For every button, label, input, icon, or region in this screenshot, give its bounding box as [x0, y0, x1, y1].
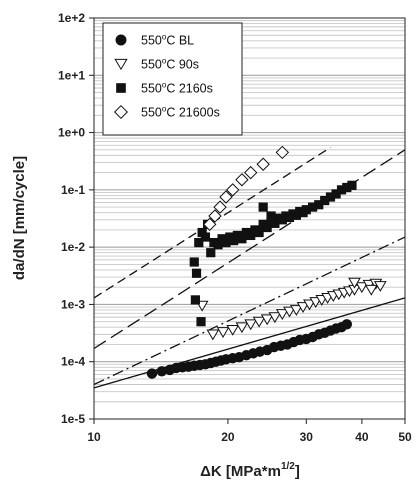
data-point	[336, 185, 347, 195]
data-point	[270, 218, 280, 228]
data-point	[266, 211, 276, 221]
fit-line	[93, 297, 406, 389]
data-point	[283, 306, 296, 318]
data-point	[268, 312, 282, 324]
x-tick-label: 10	[87, 430, 101, 444]
data-point	[296, 302, 310, 313]
legend-label: 550oC 2160s	[141, 81, 213, 96]
data-point	[203, 217, 217, 232]
data-point	[213, 200, 227, 214]
data-point	[373, 281, 387, 292]
data-point	[320, 195, 330, 206]
plot-frame	[93, 17, 406, 420]
data-point	[314, 200, 324, 210]
data-point	[301, 205, 311, 215]
data-point	[226, 324, 240, 336]
legend-marker	[116, 83, 126, 93]
data-point	[290, 305, 303, 316]
y-tick-label: 1e-3	[61, 297, 85, 311]
data-point	[364, 284, 378, 296]
y-tick-label: 1e+1	[58, 68, 85, 82]
data-point	[308, 202, 318, 212]
data-point	[189, 257, 199, 267]
y-tick-label: 1e-2	[61, 240, 85, 254]
y-tick-label: 1e+0	[58, 126, 85, 140]
data-point	[341, 319, 353, 330]
fit-line	[93, 236, 406, 386]
legend: 550oC BL 550oC 90s 550oC 2160s 550oC 21600s	[102, 22, 243, 136]
data-point	[347, 180, 357, 190]
data-point	[229, 236, 239, 246]
data-point	[262, 222, 272, 233]
data-point	[226, 183, 240, 197]
x-tick-label: 20	[221, 430, 235, 444]
data-point	[246, 230, 256, 241]
data-point	[342, 182, 352, 193]
data-point	[258, 202, 268, 212]
data-point	[208, 209, 222, 223]
y-axis-label: da/dN [mm/cycle]	[11, 156, 28, 280]
data-point	[256, 157, 270, 171]
data-points	[146, 145, 387, 379]
data-point	[243, 165, 258, 180]
data-point	[348, 277, 361, 289]
data-point	[219, 190, 233, 204]
data-point	[254, 227, 264, 238]
y-tick-label: 1e-1	[61, 183, 85, 197]
data-point	[235, 322, 249, 334]
data-point	[213, 240, 223, 250]
tick-labels: 1e-5 1e-4 1e-3 1e-2 1e-1 1e+0 1e+1 1e+2 10 20 30 40…	[58, 11, 412, 444]
data-point	[275, 309, 289, 320]
data-point	[190, 295, 200, 305]
data-point	[206, 329, 220, 341]
data-point	[156, 366, 167, 377]
data-point	[206, 248, 216, 258]
x-tick-label: 40	[355, 430, 369, 444]
data-point	[235, 173, 249, 187]
legend-marker	[114, 58, 128, 71]
axis-ticks	[89, 17, 406, 424]
data-point	[355, 282, 369, 294]
legend-marker	[115, 34, 127, 46]
data-point	[303, 299, 316, 311]
data-point	[221, 238, 231, 248]
x-tick-label: 50	[398, 430, 412, 444]
x-tick-label: 30	[300, 430, 314, 444]
data-point	[244, 319, 258, 331]
legend-label: 550oC 90s	[141, 57, 199, 72]
data-point	[325, 192, 336, 202]
data-point	[200, 232, 211, 242]
legend-label: 550oC 21600s	[141, 105, 220, 120]
legend-marker	[113, 104, 129, 120]
y-tick-label: 1e-5	[61, 412, 85, 426]
data-point	[191, 268, 202, 278]
data-point	[194, 238, 204, 248]
y-tick-label: 1e+2	[58, 11, 85, 25]
data-point	[146, 368, 158, 379]
data-point	[237, 234, 247, 244]
data-point	[275, 145, 290, 160]
y-tick-label: 1e-4	[61, 355, 85, 369]
data-point	[260, 314, 274, 326]
data-point	[196, 317, 206, 327]
data-point	[216, 327, 230, 338]
legend-label: 550oC BL	[141, 33, 194, 48]
data-point	[252, 316, 266, 328]
x-axis-label: ΔK [MPa*m1/2]	[200, 461, 300, 480]
data-point	[331, 189, 341, 199]
